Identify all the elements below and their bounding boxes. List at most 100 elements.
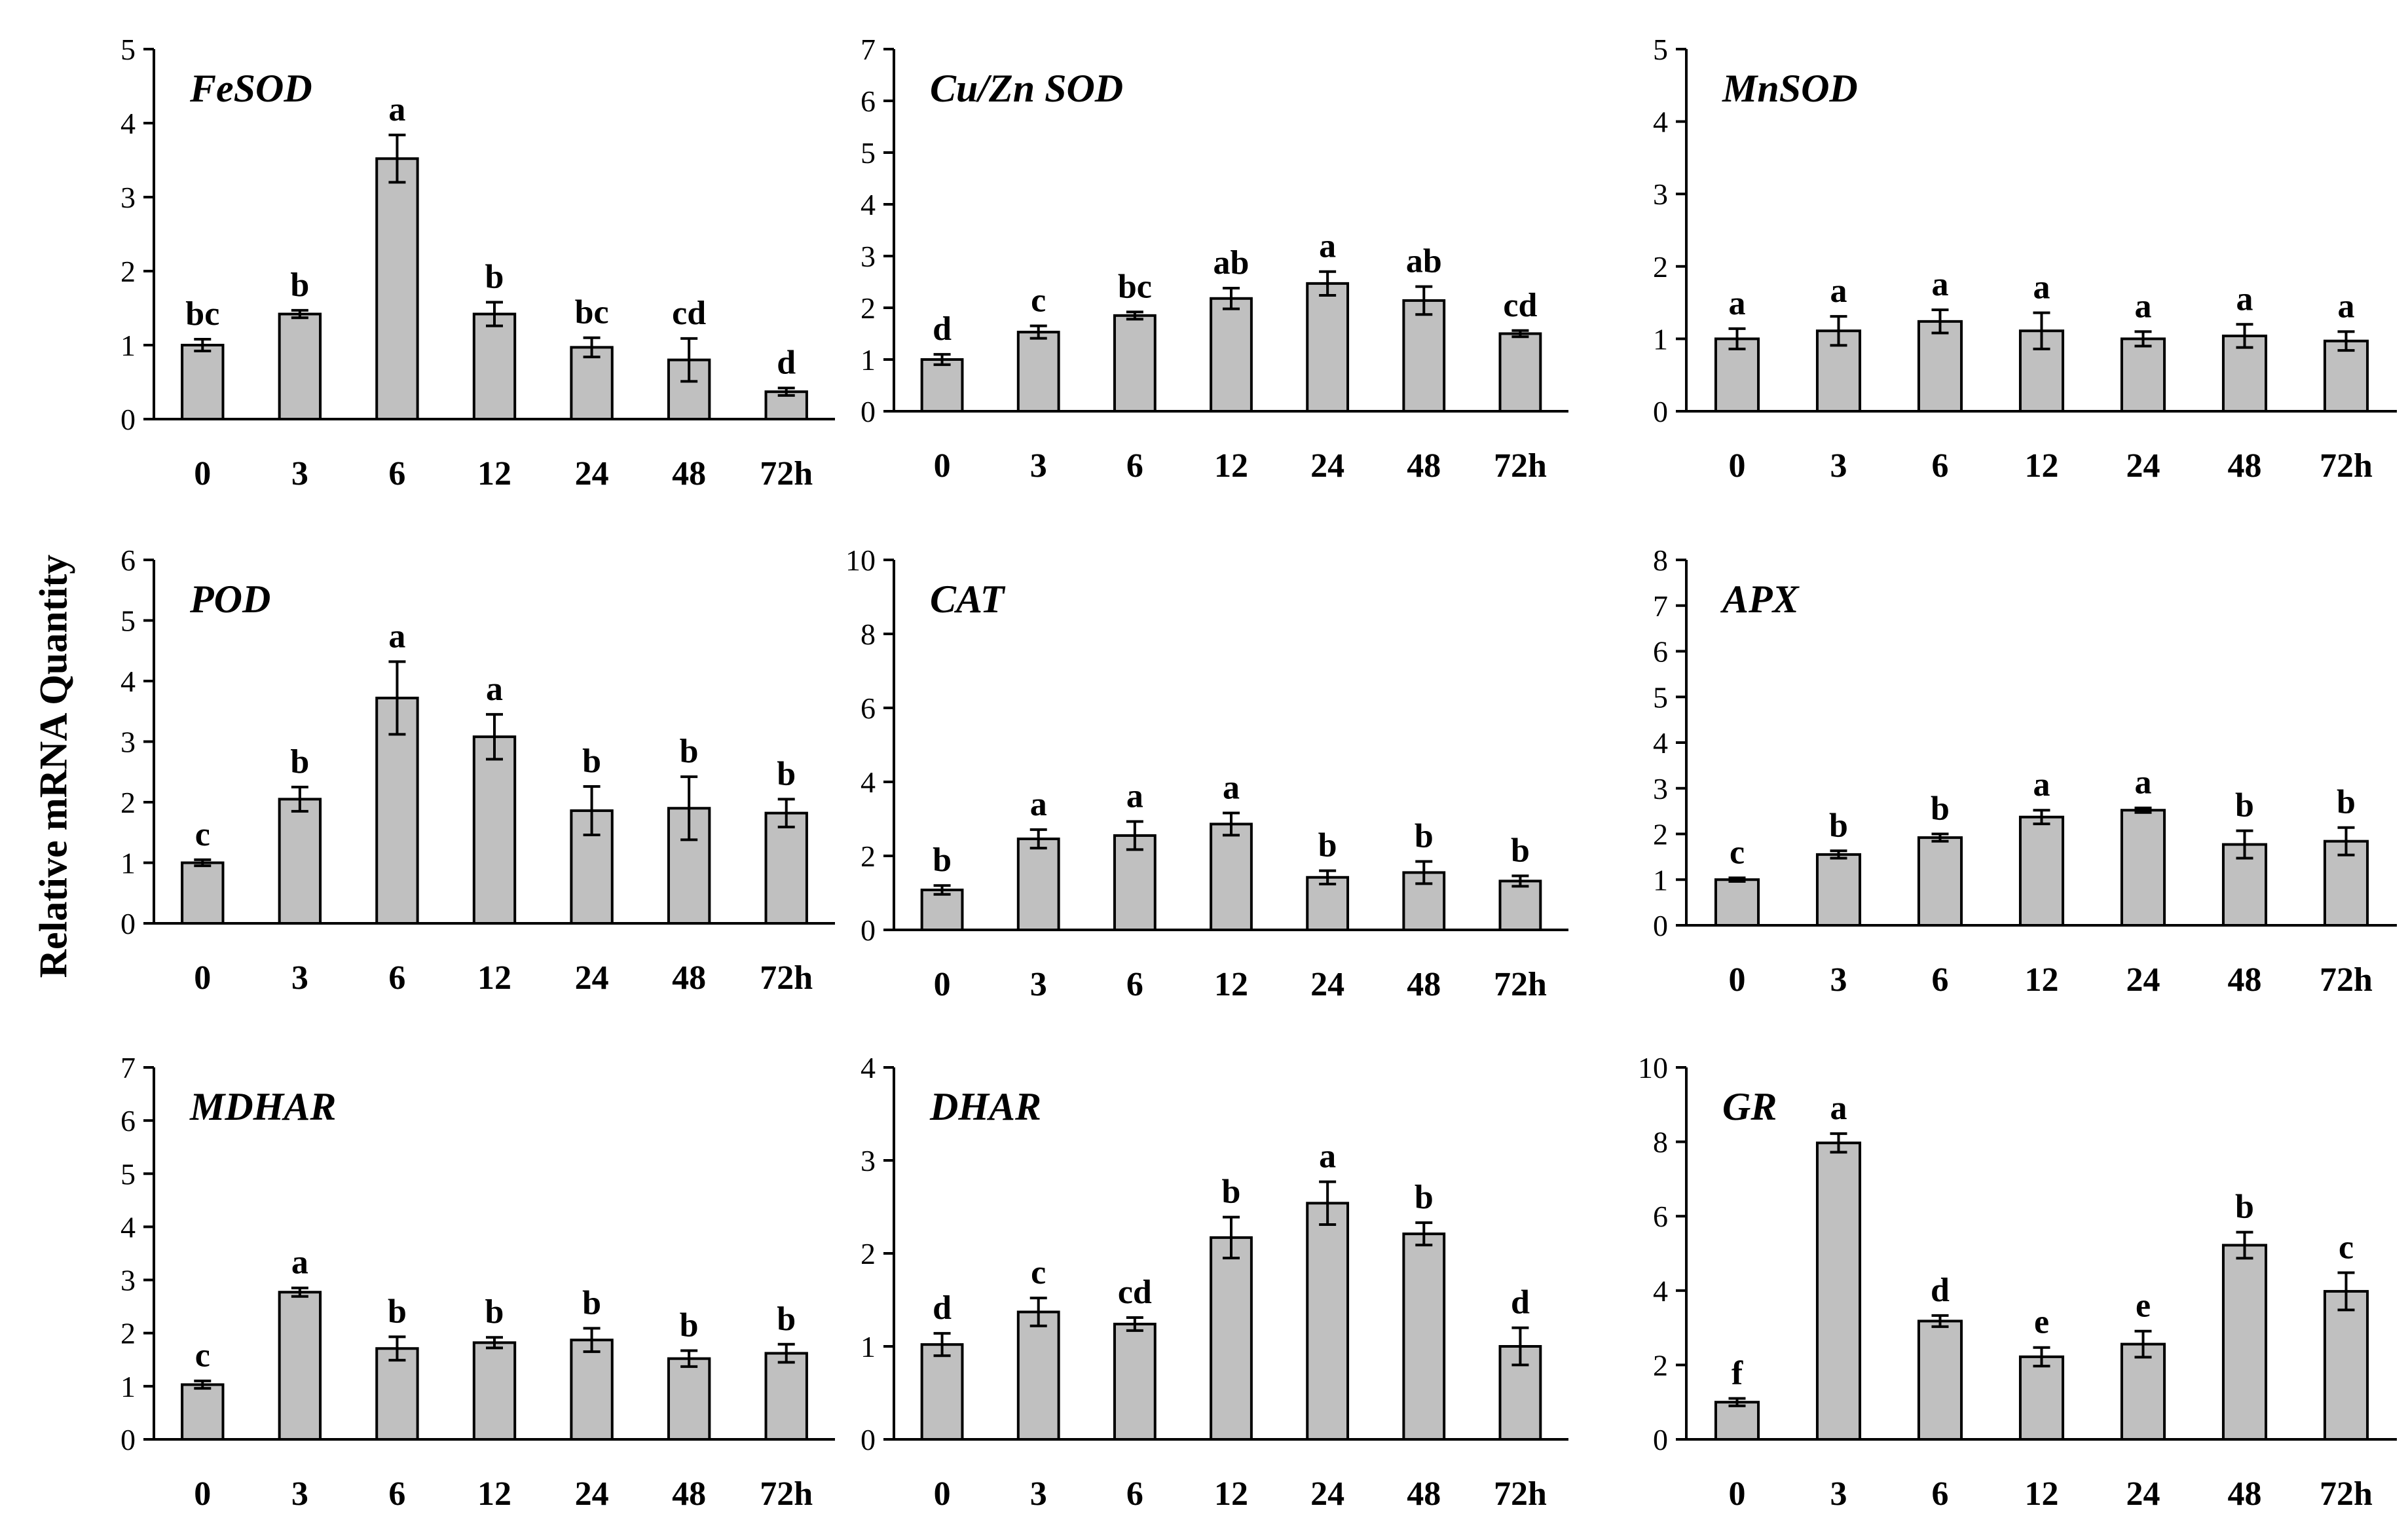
bar — [764, 1352, 808, 1441]
significance-letter: d — [933, 1289, 952, 1327]
significance-letter: ab — [1406, 243, 1442, 280]
bar — [1210, 1236, 1253, 1441]
x-tick-label: 0 — [194, 959, 211, 997]
bar — [278, 798, 322, 925]
bar — [1714, 878, 1760, 927]
bar — [1917, 1320, 1963, 1441]
x-tick-label: 6 — [388, 1475, 405, 1513]
x-tick-label: 72h — [2320, 447, 2373, 485]
bar — [472, 735, 517, 925]
y-tick-label: 10 — [1638, 1051, 1668, 1084]
bar — [1917, 320, 1963, 413]
x-tick-label: 12 — [477, 959, 511, 997]
bar — [667, 1357, 711, 1441]
x-tick-label: 0 — [194, 1475, 211, 1513]
x-tick-label: 48 — [672, 959, 706, 997]
significance-letter: b — [290, 267, 309, 304]
x-tick-label: 48 — [1407, 1475, 1441, 1513]
significance-letter: ab — [1213, 244, 1250, 282]
x-tick-label: 3 — [291, 959, 308, 997]
bar — [1016, 331, 1060, 413]
bar — [278, 312, 322, 421]
significance-letter: b — [1829, 807, 1848, 844]
x-tick-label: 24 — [2126, 1475, 2160, 1513]
significance-letter: b — [2337, 784, 2356, 821]
x-tick-label: 0 — [934, 966, 951, 1003]
bar — [570, 1339, 614, 1441]
x-tick-label: 0 — [1729, 961, 1746, 999]
significance-letter: a — [486, 671, 503, 708]
x-tick-label: 3 — [1030, 966, 1047, 1003]
bar — [1306, 1202, 1350, 1441]
x-tick-label: 72h — [760, 959, 813, 997]
y-tick-label: 7 — [861, 33, 876, 66]
bar — [2018, 329, 2065, 413]
y-tick-label: 4 — [1653, 726, 1668, 760]
bar — [2323, 1289, 2369, 1441]
bar — [764, 811, 808, 925]
y-tick-label: 4 — [861, 766, 876, 799]
bar — [570, 346, 614, 421]
y-tick-label: 0 — [120, 403, 136, 436]
x-tick-label: 48 — [672, 1475, 706, 1513]
significance-letter: a — [291, 1244, 308, 1282]
x-tick-label: 12 — [1214, 1475, 1248, 1513]
significance-letter: bc — [1118, 268, 1152, 305]
significance-letter: d — [1931, 1272, 1950, 1309]
panel-title: POD — [189, 578, 270, 621]
significance-letter: b — [1511, 832, 1530, 870]
panel-title: MDHAR — [189, 1085, 336, 1128]
x-tick-label: 6 — [1932, 961, 1949, 999]
bar — [375, 1347, 419, 1441]
bar — [375, 157, 419, 421]
y-tick-label: 8 — [1653, 1126, 1668, 1159]
y-tick-label: 5 — [1653, 680, 1668, 714]
significance-letter: a — [2033, 766, 2050, 803]
y-tick-label: 2 — [120, 1317, 136, 1350]
significance-letter: c — [2339, 1229, 2354, 1266]
y-tick-label: 4 — [120, 1210, 136, 1244]
bar — [1306, 876, 1350, 932]
y-tick-label: 0 — [1653, 1423, 1668, 1456]
y-tick-label: 6 — [120, 544, 136, 577]
y-tick-label: 4 — [1653, 1274, 1668, 1308]
y-tick-label: 5 — [1653, 33, 1668, 66]
y-tick-label: 1 — [1653, 322, 1668, 356]
x-tick-label: 72h — [760, 1475, 813, 1513]
bar — [181, 344, 225, 420]
significance-letter: a — [1319, 1138, 1336, 1175]
bar — [181, 1383, 225, 1441]
y-tick-label: 2 — [120, 255, 136, 288]
y-tick-label: 1 — [861, 1330, 876, 1363]
x-tick-label: 48 — [2228, 961, 2262, 999]
bar — [1917, 836, 1963, 927]
x-tick-label: 72h — [1494, 1475, 1547, 1513]
bar — [2120, 809, 2166, 927]
x-tick-label: 3 — [1830, 1475, 1847, 1513]
bar — [2221, 1244, 2268, 1441]
y-tick-label: 6 — [120, 1104, 136, 1137]
y-axis-label-text: Relative mRNA Quantity — [31, 554, 75, 978]
y-tick-label: 5 — [120, 604, 136, 638]
significance-letter: b — [388, 1293, 407, 1330]
x-tick-label: 6 — [1126, 1475, 1143, 1513]
y-tick-label: 4 — [120, 107, 136, 140]
y-tick-label: 1 — [1653, 863, 1668, 896]
x-tick-label: 72h — [2320, 961, 2373, 999]
y-tick-label: 7 — [1653, 589, 1668, 623]
significance-letter: d — [1511, 1284, 1530, 1321]
y-tick-label: 3 — [120, 181, 136, 214]
significance-letter: a — [1830, 272, 1847, 310]
significance-letter: b — [485, 1293, 504, 1331]
y-tick-label: 6 — [1653, 635, 1668, 669]
significance-letter: f — [1732, 1355, 1743, 1392]
bar — [920, 358, 964, 413]
y-tick-label: 2 — [1653, 250, 1668, 284]
significance-letter: b — [1415, 1179, 1434, 1216]
significance-letter: b — [582, 743, 601, 780]
